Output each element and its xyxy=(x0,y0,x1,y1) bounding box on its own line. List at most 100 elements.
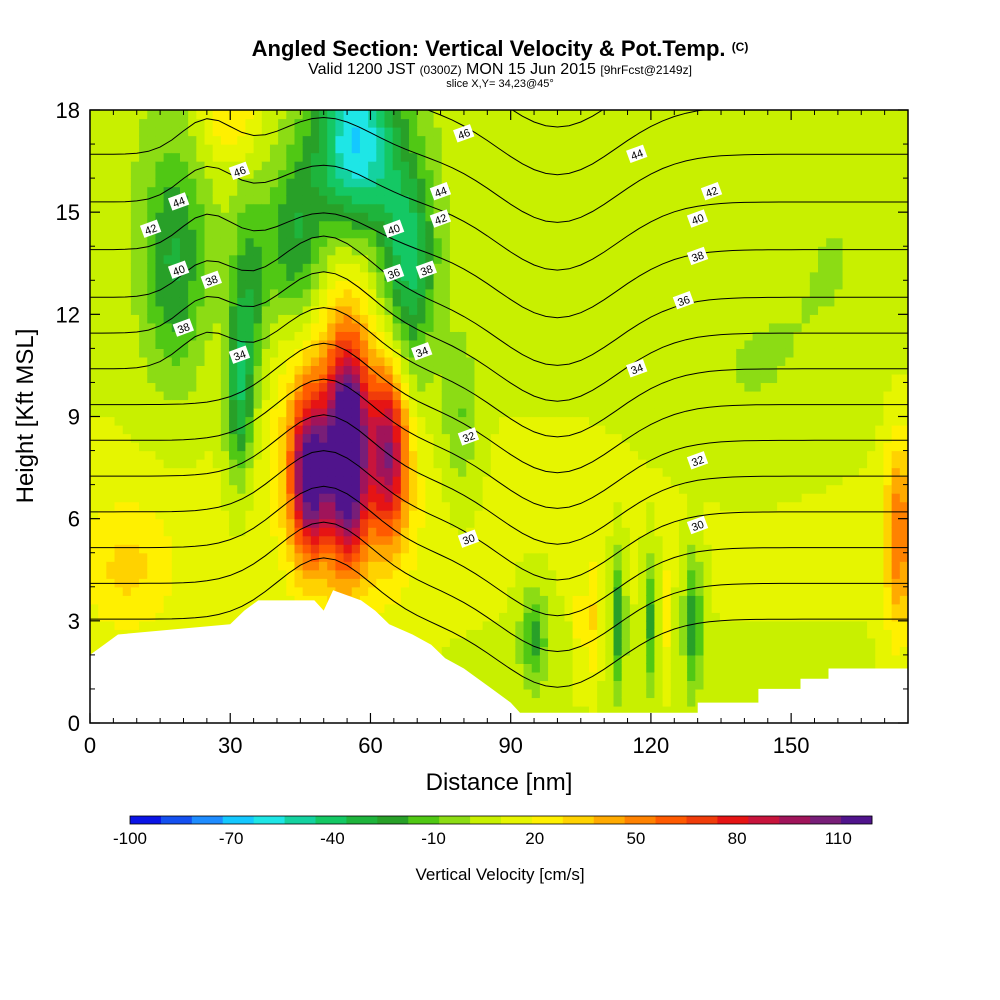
velocity-cell xyxy=(327,288,336,298)
velocity-cell xyxy=(597,390,606,401)
velocity-cell xyxy=(130,518,140,528)
velocity-cell xyxy=(499,127,508,137)
velocity-cell xyxy=(400,535,410,545)
velocity-cell xyxy=(588,637,598,647)
velocity-cell xyxy=(638,382,647,392)
velocity-cell xyxy=(490,484,500,494)
velocity-cell xyxy=(269,425,279,435)
velocity-cell xyxy=(466,271,476,281)
velocity-cell xyxy=(638,161,647,171)
velocity-cell xyxy=(458,203,467,213)
velocity-cell xyxy=(204,535,214,545)
velocity-cell xyxy=(580,493,590,503)
velocity-cell xyxy=(441,620,451,630)
velocity-cell xyxy=(335,561,345,571)
velocity-cell xyxy=(286,365,296,375)
velocity-cell xyxy=(499,382,508,392)
velocity-cell xyxy=(654,663,664,673)
velocity-cell xyxy=(597,178,606,188)
velocity-cell xyxy=(572,322,582,332)
velocity-cell xyxy=(597,442,606,452)
velocity-cell xyxy=(302,442,312,452)
velocity-cell xyxy=(531,561,541,571)
velocity-cell xyxy=(392,322,402,332)
velocity-cell xyxy=(98,348,107,358)
velocity-cell xyxy=(482,322,492,332)
velocity-cell xyxy=(580,527,590,537)
velocity-cell xyxy=(499,297,508,307)
velocity-cell xyxy=(580,663,590,673)
velocity-cell xyxy=(572,697,582,707)
velocity-cell xyxy=(507,476,516,486)
velocity-cell xyxy=(613,373,623,384)
velocity-cell xyxy=(351,237,361,247)
velocity-cell xyxy=(269,433,279,443)
velocity-cell xyxy=(130,348,140,358)
velocity-cell xyxy=(302,195,312,205)
velocity-cell xyxy=(409,152,418,162)
velocity-cell xyxy=(409,407,418,418)
velocity-cell xyxy=(359,518,369,528)
velocity-cell xyxy=(163,297,173,307)
velocity-cell xyxy=(629,297,639,307)
velocity-cell xyxy=(376,595,386,605)
velocity-cell xyxy=(163,178,173,188)
velocity-cell xyxy=(392,467,402,477)
velocity-cell xyxy=(409,288,418,298)
velocity-cell xyxy=(613,348,623,358)
velocity-cell xyxy=(335,459,345,469)
velocity-cell xyxy=(351,373,361,384)
velocity-cell xyxy=(400,254,410,264)
velocity-cell xyxy=(564,416,574,426)
velocity-cell xyxy=(507,246,516,256)
velocity-cell xyxy=(269,297,279,307)
velocity-cell xyxy=(597,518,606,528)
velocity-cell xyxy=(588,663,598,673)
velocity-cell xyxy=(654,561,664,571)
velocity-cell xyxy=(400,442,410,452)
velocity-cell xyxy=(229,297,238,307)
velocity-cell xyxy=(196,484,206,494)
velocity-cell xyxy=(196,152,206,162)
velocity-cell xyxy=(204,433,214,443)
velocity-cell xyxy=(302,501,312,511)
velocity-cell xyxy=(646,195,656,205)
velocity-cell xyxy=(147,178,157,188)
velocity-cell xyxy=(539,110,549,120)
velocity-cell xyxy=(220,271,230,281)
velocity-cell xyxy=(548,331,557,341)
velocity-cell xyxy=(531,425,541,435)
velocity-cell xyxy=(155,544,165,554)
velocity-cell xyxy=(171,501,181,511)
velocity-cell xyxy=(310,127,320,137)
velocity-cell xyxy=(196,595,206,605)
velocity-cell xyxy=(114,212,124,222)
velocity-cell xyxy=(286,254,296,264)
velocity-cell xyxy=(188,586,197,596)
velocity-cell xyxy=(196,339,206,349)
velocity-cell xyxy=(433,425,443,435)
velocity-cell xyxy=(278,518,287,528)
velocity-cell xyxy=(98,561,107,571)
velocity-cell xyxy=(417,237,426,247)
velocity-cell xyxy=(220,603,230,613)
velocity-cell xyxy=(409,373,418,384)
velocity-cell xyxy=(531,442,541,452)
velocity-cell xyxy=(490,203,500,213)
velocity-cell xyxy=(171,305,181,315)
velocity-cell xyxy=(220,339,230,349)
velocity-cell xyxy=(564,186,574,196)
velocity-cell xyxy=(359,373,369,384)
velocity-cell xyxy=(392,280,402,290)
velocity-cell xyxy=(531,484,541,494)
velocity-cell xyxy=(425,186,435,196)
velocity-cell xyxy=(294,365,304,375)
velocity-cell xyxy=(286,373,296,384)
velocity-cell xyxy=(548,339,557,349)
velocity-cell xyxy=(482,118,492,128)
velocity-cell xyxy=(114,203,124,213)
velocity-cell xyxy=(147,161,157,171)
velocity-cell xyxy=(155,220,165,230)
velocity-cell xyxy=(327,450,336,460)
velocity-cell xyxy=(605,671,615,682)
